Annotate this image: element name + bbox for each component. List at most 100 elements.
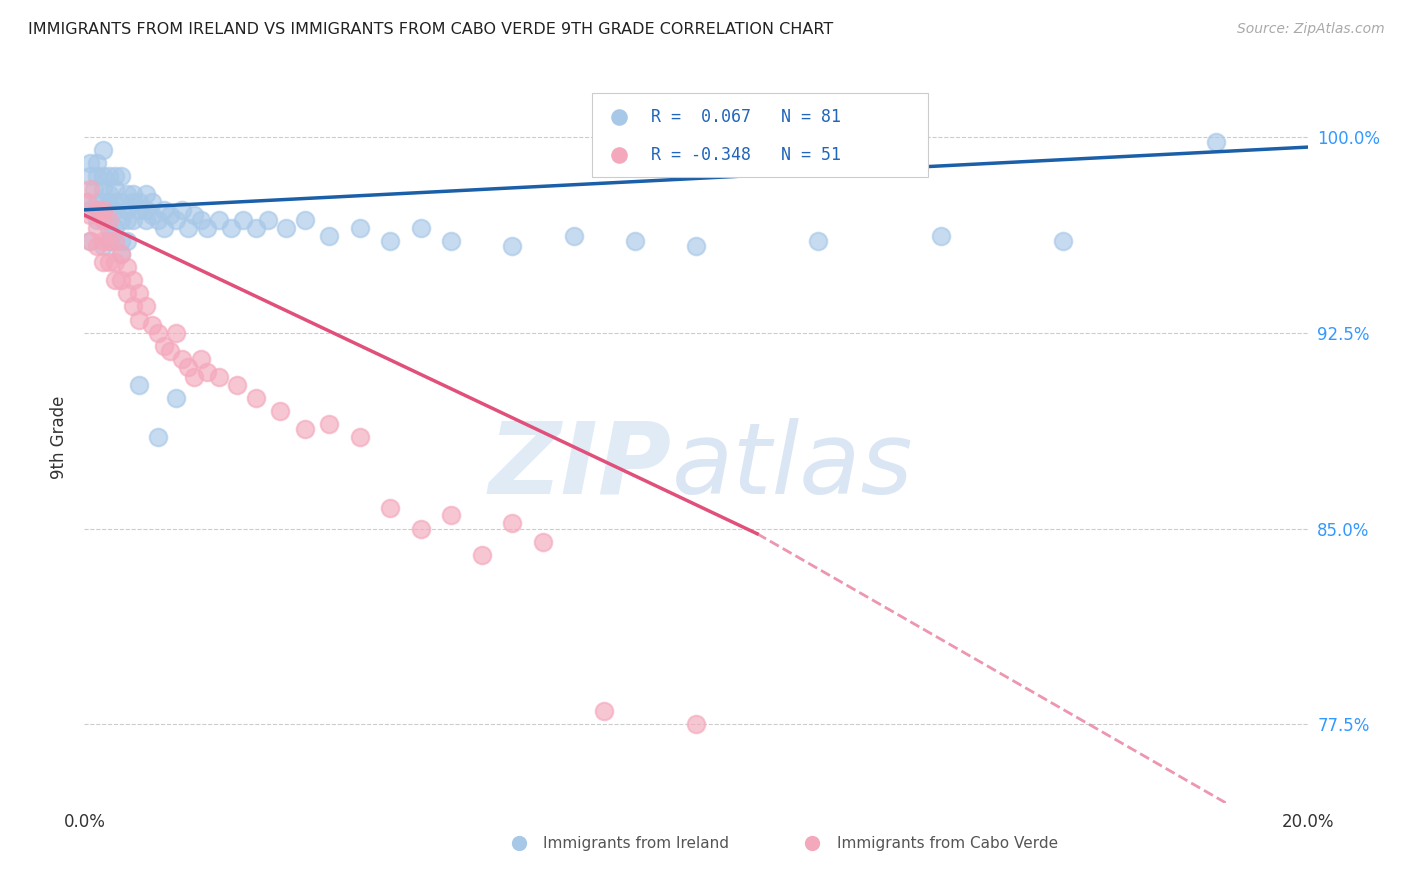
Point: [807, 234, 830, 248]
Point: [79, 234, 101, 248]
Point: [110, 247, 132, 261]
Point: [122, 194, 145, 209]
Point: [128, 312, 150, 326]
Point: [146, 430, 169, 444]
Point: [219, 221, 242, 235]
Text: Source: ZipAtlas.com: Source: ZipAtlas.com: [1237, 22, 1385, 37]
Point: [83, 182, 105, 196]
Point: [110, 273, 132, 287]
Point: [135, 300, 157, 314]
Point: [86, 202, 108, 217]
Point: [104, 182, 127, 196]
Point: [208, 213, 231, 227]
Point: [122, 187, 145, 202]
Point: [141, 318, 163, 332]
Point: [97, 169, 120, 183]
Point: [91, 255, 114, 269]
Point: [104, 234, 127, 248]
Point: [141, 194, 163, 209]
Point: [91, 213, 114, 227]
Text: IMMIGRANTS FROM IRELAND VS IMMIGRANTS FROM CABO VERDE 9TH GRADE CORRELATION CHAR: IMMIGRANTS FROM IRELAND VS IMMIGRANTS FR…: [28, 22, 834, 37]
Point: [91, 202, 114, 217]
Point: [97, 213, 120, 227]
Point: [97, 221, 120, 235]
Point: [232, 213, 254, 227]
Point: [97, 187, 120, 202]
Point: [86, 155, 108, 169]
Point: [115, 234, 138, 248]
Point: [190, 351, 212, 366]
Point: [104, 202, 127, 217]
Point: [110, 194, 132, 209]
Point: [190, 213, 212, 227]
Point: [76, 194, 98, 209]
Point: [86, 194, 108, 209]
Point: [195, 365, 218, 379]
Point: [128, 202, 150, 217]
Point: [294, 213, 316, 227]
Point: [122, 273, 145, 287]
Point: [165, 391, 187, 405]
Point: [685, 717, 707, 731]
Point: [177, 221, 200, 235]
Point: [502, 239, 524, 253]
FancyBboxPatch shape: [592, 94, 928, 178]
Point: [531, 534, 554, 549]
Point: [165, 326, 187, 340]
Point: [97, 234, 120, 248]
Point: [97, 234, 120, 248]
Point: [349, 430, 371, 444]
Point: [318, 417, 340, 431]
Text: Immigrants from Ireland: Immigrants from Ireland: [543, 836, 730, 851]
Point: [91, 194, 114, 209]
Point: [159, 343, 181, 358]
Point: [177, 359, 200, 374]
Point: [115, 213, 138, 227]
Point: [380, 234, 402, 248]
Point: [122, 213, 145, 227]
Point: [208, 370, 231, 384]
Point: [115, 202, 138, 217]
Point: [245, 391, 267, 405]
Point: [104, 273, 127, 287]
Point: [110, 213, 132, 227]
Point: [79, 208, 101, 222]
Point: [104, 169, 127, 183]
Point: [128, 377, 150, 392]
Point: [502, 516, 524, 531]
Point: [141, 208, 163, 222]
Point: [115, 286, 138, 301]
Point: [128, 286, 150, 301]
Point: [89, 202, 111, 217]
Point: [79, 155, 101, 169]
Text: R =  0.067   N = 81: R = 0.067 N = 81: [651, 109, 841, 127]
Point: [94, 213, 117, 227]
Point: [135, 187, 157, 202]
Point: [159, 208, 181, 222]
Point: [172, 202, 194, 217]
Point: [91, 239, 114, 253]
Point: [97, 194, 120, 209]
Point: [349, 221, 371, 235]
Point: [86, 169, 108, 183]
Point: [183, 370, 205, 384]
Text: atlas: atlas: [672, 417, 912, 515]
Point: [86, 221, 108, 235]
Point: [929, 228, 952, 243]
Point: [294, 422, 316, 436]
Point: [409, 521, 432, 535]
Point: [76, 194, 98, 209]
Point: [104, 221, 127, 235]
Point: [440, 234, 463, 248]
Point: [97, 255, 120, 269]
Point: [172, 351, 194, 366]
Point: [153, 221, 176, 235]
Point: [115, 260, 138, 275]
Y-axis label: 9th Grade: 9th Grade: [49, 395, 67, 479]
Point: [226, 377, 249, 392]
Point: [79, 202, 101, 217]
Point: [195, 221, 218, 235]
Point: [122, 300, 145, 314]
Point: [165, 213, 187, 227]
Point: [135, 202, 157, 217]
